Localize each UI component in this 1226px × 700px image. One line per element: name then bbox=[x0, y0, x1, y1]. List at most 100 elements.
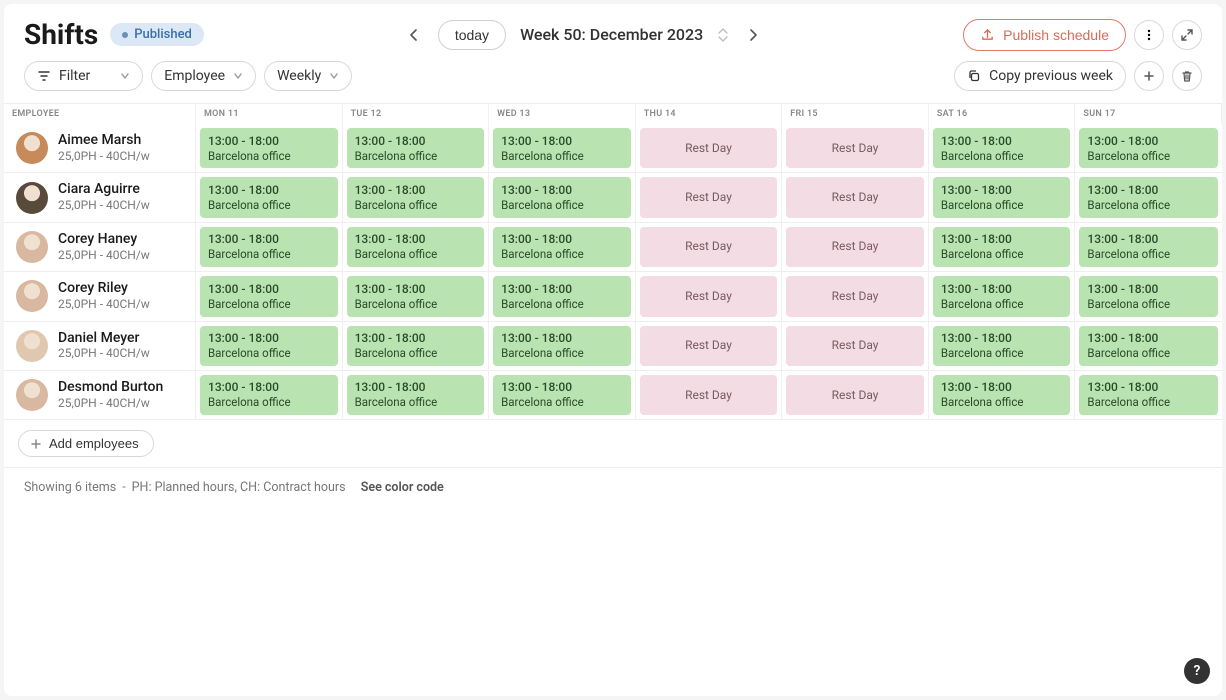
day-cell[interactable]: Rest Day bbox=[782, 371, 929, 419]
day-cell[interactable]: Rest Day bbox=[636, 322, 783, 370]
day-cell[interactable]: 13:00 - 18:00 Barcelona office bbox=[929, 223, 1076, 271]
shift-block[interactable]: 13:00 - 18:00 Barcelona office bbox=[493, 177, 631, 217]
shift-block[interactable]: 13:00 - 18:00 Barcelona office bbox=[933, 276, 1071, 316]
see-color-code-link[interactable]: See color code bbox=[361, 480, 444, 495]
delete-button[interactable] bbox=[1172, 61, 1202, 91]
employee-cell[interactable]: Corey Haney 25,0PH - 40CH/w bbox=[4, 223, 196, 271]
day-cell[interactable]: 13:00 - 18:00 Barcelona office bbox=[196, 223, 343, 271]
day-cell[interactable]: 13:00 - 18:00 Barcelona office bbox=[196, 371, 343, 419]
day-cell[interactable]: 13:00 - 18:00 Barcelona office bbox=[1075, 173, 1222, 221]
add-employees-button[interactable]: Add employees bbox=[18, 430, 154, 457]
shift-block[interactable]: 13:00 - 18:00 Barcelona office bbox=[1079, 375, 1218, 415]
day-cell[interactable]: Rest Day bbox=[782, 124, 929, 172]
rest-day-block[interactable]: Rest Day bbox=[786, 276, 924, 316]
help-button[interactable]: ? bbox=[1184, 658, 1210, 684]
copy-previous-week-button[interactable]: Copy previous week bbox=[954, 61, 1126, 91]
day-cell[interactable]: Rest Day bbox=[782, 322, 929, 370]
employee-cell[interactable]: Desmond Burton 25,0PH - 40CH/w bbox=[4, 371, 196, 419]
shift-block[interactable]: 13:00 - 18:00 Barcelona office bbox=[200, 326, 338, 366]
shift-block[interactable]: 13:00 - 18:00 Barcelona office bbox=[1079, 227, 1218, 267]
rest-day-block[interactable]: Rest Day bbox=[786, 326, 924, 366]
shift-block[interactable]: 13:00 - 18:00 Barcelona office bbox=[347, 177, 485, 217]
shift-block[interactable]: 13:00 - 18:00 Barcelona office bbox=[347, 326, 485, 366]
view-dropdown[interactable]: Weekly bbox=[264, 61, 352, 91]
day-cell[interactable]: 13:00 - 18:00 Barcelona office bbox=[489, 223, 636, 271]
rest-day-block[interactable]: Rest Day bbox=[640, 375, 778, 415]
day-cell[interactable]: 13:00 - 18:00 Barcelona office bbox=[1075, 371, 1222, 419]
publish-schedule-button[interactable]: Publish schedule bbox=[963, 19, 1126, 51]
rest-day-block[interactable]: Rest Day bbox=[640, 227, 778, 267]
day-cell[interactable]: 13:00 - 18:00 Barcelona office bbox=[343, 173, 490, 221]
rest-day-block[interactable]: Rest Day bbox=[640, 177, 778, 217]
shift-block[interactable]: 13:00 - 18:00 Barcelona office bbox=[200, 276, 338, 316]
day-cell[interactable]: 13:00 - 18:00 Barcelona office bbox=[343, 371, 490, 419]
shift-block[interactable]: 13:00 - 18:00 Barcelona office bbox=[933, 177, 1071, 217]
day-cell[interactable]: 13:00 - 18:00 Barcelona office bbox=[1075, 124, 1222, 172]
shift-block[interactable]: 13:00 - 18:00 Barcelona office bbox=[1079, 326, 1218, 366]
employee-cell[interactable]: Aimee Marsh 25,0PH - 40CH/w bbox=[4, 124, 196, 172]
day-cell[interactable]: Rest Day bbox=[782, 272, 929, 320]
next-week-button[interactable] bbox=[739, 21, 767, 49]
day-cell[interactable]: Rest Day bbox=[636, 124, 783, 172]
shift-block[interactable]: 13:00 - 18:00 Barcelona office bbox=[1079, 128, 1218, 168]
shift-block[interactable]: 13:00 - 18:00 Barcelona office bbox=[200, 177, 338, 217]
rest-day-block[interactable]: Rest Day bbox=[786, 128, 924, 168]
shift-block[interactable]: 13:00 - 18:00 Barcelona office bbox=[493, 128, 631, 168]
day-cell[interactable]: 13:00 - 18:00 Barcelona office bbox=[1075, 223, 1222, 271]
day-cell[interactable]: 13:00 - 18:00 Barcelona office bbox=[489, 322, 636, 370]
day-cell[interactable]: 13:00 - 18:00 Barcelona office bbox=[1075, 322, 1222, 370]
day-cell[interactable]: 13:00 - 18:00 Barcelona office bbox=[1075, 272, 1222, 320]
shift-block[interactable]: 13:00 - 18:00 Barcelona office bbox=[493, 227, 631, 267]
week-stepper[interactable] bbox=[717, 27, 729, 43]
day-cell[interactable]: Rest Day bbox=[782, 173, 929, 221]
day-cell[interactable]: 13:00 - 18:00 Barcelona office bbox=[489, 272, 636, 320]
day-cell[interactable]: 13:00 - 18:00 Barcelona office bbox=[929, 173, 1076, 221]
shift-block[interactable]: 13:00 - 18:00 Barcelona office bbox=[933, 227, 1071, 267]
group-by-dropdown[interactable]: Employee bbox=[151, 61, 256, 91]
shift-block[interactable]: 13:00 - 18:00 Barcelona office bbox=[200, 375, 338, 415]
day-cell[interactable]: 13:00 - 18:00 Barcelona office bbox=[489, 124, 636, 172]
expand-button[interactable] bbox=[1172, 20, 1202, 50]
employee-cell[interactable]: Ciara Aguirre 25,0PH - 40CH/w bbox=[4, 173, 196, 221]
rest-day-block[interactable]: Rest Day bbox=[640, 128, 778, 168]
shift-block[interactable]: 13:00 - 18:00 Barcelona office bbox=[347, 276, 485, 316]
rest-day-block[interactable]: Rest Day bbox=[786, 227, 924, 267]
shift-block[interactable]: 13:00 - 18:00 Barcelona office bbox=[933, 326, 1071, 366]
shift-block[interactable]: 13:00 - 18:00 Barcelona office bbox=[493, 375, 631, 415]
more-options-button[interactable] bbox=[1134, 20, 1164, 50]
day-cell[interactable]: 13:00 - 18:00 Barcelona office bbox=[929, 322, 1076, 370]
add-button[interactable] bbox=[1134, 61, 1164, 91]
day-cell[interactable]: 13:00 - 18:00 Barcelona office bbox=[343, 124, 490, 172]
shift-block[interactable]: 13:00 - 18:00 Barcelona office bbox=[200, 227, 338, 267]
shift-block[interactable]: 13:00 - 18:00 Barcelona office bbox=[493, 276, 631, 316]
rest-day-block[interactable]: Rest Day bbox=[786, 177, 924, 217]
day-cell[interactable]: Rest Day bbox=[782, 223, 929, 271]
day-cell[interactable]: 13:00 - 18:00 Barcelona office bbox=[929, 371, 1076, 419]
day-cell[interactable]: 13:00 - 18:00 Barcelona office bbox=[343, 272, 490, 320]
shift-block[interactable]: 13:00 - 18:00 Barcelona office bbox=[933, 128, 1071, 168]
shift-block[interactable]: 13:00 - 18:00 Barcelona office bbox=[347, 375, 485, 415]
prev-week-button[interactable] bbox=[400, 21, 428, 49]
day-cell[interactable]: 13:00 - 18:00 Barcelona office bbox=[489, 173, 636, 221]
day-cell[interactable]: 13:00 - 18:00 Barcelona office bbox=[929, 124, 1076, 172]
today-button[interactable]: today bbox=[438, 20, 506, 50]
shift-block[interactable]: 13:00 - 18:00 Barcelona office bbox=[200, 128, 338, 168]
day-cell[interactable]: 13:00 - 18:00 Barcelona office bbox=[929, 272, 1076, 320]
day-cell[interactable]: 13:00 - 18:00 Barcelona office bbox=[196, 173, 343, 221]
employee-cell[interactable]: Daniel Meyer 25,0PH - 40CH/w bbox=[4, 322, 196, 370]
rest-day-block[interactable]: Rest Day bbox=[640, 276, 778, 316]
day-cell[interactable]: 13:00 - 18:00 Barcelona office bbox=[343, 223, 490, 271]
day-cell[interactable]: Rest Day bbox=[636, 223, 783, 271]
day-cell[interactable]: Rest Day bbox=[636, 272, 783, 320]
day-cell[interactable]: 13:00 - 18:00 Barcelona office bbox=[196, 322, 343, 370]
shift-block[interactable]: 13:00 - 18:00 Barcelona office bbox=[1079, 177, 1218, 217]
rest-day-block[interactable]: Rest Day bbox=[640, 326, 778, 366]
shift-block[interactable]: 13:00 - 18:00 Barcelona office bbox=[1079, 276, 1218, 316]
shift-block[interactable]: 13:00 - 18:00 Barcelona office bbox=[933, 375, 1071, 415]
employee-cell[interactable]: Corey Riley 25,0PH - 40CH/w bbox=[4, 272, 196, 320]
day-cell[interactable]: Rest Day bbox=[636, 173, 783, 221]
shift-block[interactable]: 13:00 - 18:00 Barcelona office bbox=[347, 227, 485, 267]
day-cell[interactable]: Rest Day bbox=[636, 371, 783, 419]
day-cell[interactable]: 13:00 - 18:00 Barcelona office bbox=[196, 272, 343, 320]
shift-block[interactable]: 13:00 - 18:00 Barcelona office bbox=[493, 326, 631, 366]
